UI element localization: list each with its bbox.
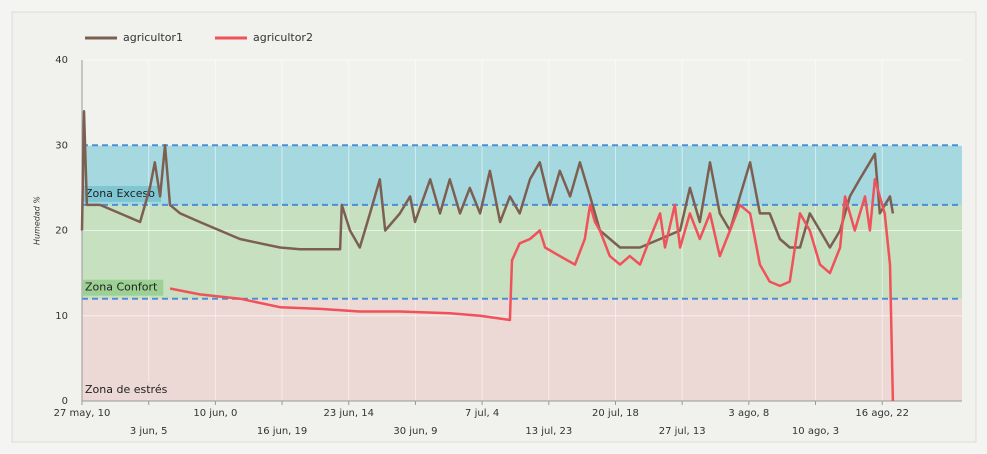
legend-label: agricultor1 xyxy=(123,31,183,44)
x-tick-label: 27 jul, 13 xyxy=(659,426,706,437)
y-tick-label: 30 xyxy=(55,140,68,151)
y-tick-label: 10 xyxy=(55,311,68,322)
zone-label: Zona Confort xyxy=(85,281,158,294)
zone-band xyxy=(82,298,962,401)
y-tick-label: 40 xyxy=(55,55,68,66)
x-tick-label: 27 may, 10 xyxy=(54,408,111,419)
y-tick-label: 0 xyxy=(62,396,68,407)
y-axis-label: Humedad % xyxy=(33,196,42,245)
y-tick-label: 20 xyxy=(55,226,68,237)
zone-label-bg xyxy=(83,279,164,296)
x-tick-label: 30 jun, 9 xyxy=(393,426,437,437)
zone-label: Zona de estrés xyxy=(85,383,168,396)
x-tick-label: 23 jun, 14 xyxy=(324,408,374,419)
zone-label-bg xyxy=(83,185,162,202)
x-tick-label: 13 jul, 23 xyxy=(525,426,572,437)
x-tick-label: 10 ago, 3 xyxy=(792,426,839,437)
zone-band xyxy=(82,145,962,205)
legend-label: agricultor2 xyxy=(253,31,313,44)
zone-label: Zona Exceso xyxy=(85,187,155,200)
series-line xyxy=(80,109,895,251)
zone-label-bg xyxy=(83,382,174,398)
series-line xyxy=(169,178,895,402)
x-tick-label: 3 jun, 5 xyxy=(130,426,168,437)
x-tick-label: 7 jul, 4 xyxy=(465,408,499,419)
x-tick-label: 16 ago, 22 xyxy=(855,408,909,419)
x-tick-label: 20 jul, 18 xyxy=(592,408,639,419)
zone-band xyxy=(82,204,962,299)
x-tick-label: 10 jun, 0 xyxy=(193,408,237,419)
x-tick-label: 3 ago, 8 xyxy=(728,408,769,419)
x-tick-label: 16 jun, 19 xyxy=(257,426,307,437)
